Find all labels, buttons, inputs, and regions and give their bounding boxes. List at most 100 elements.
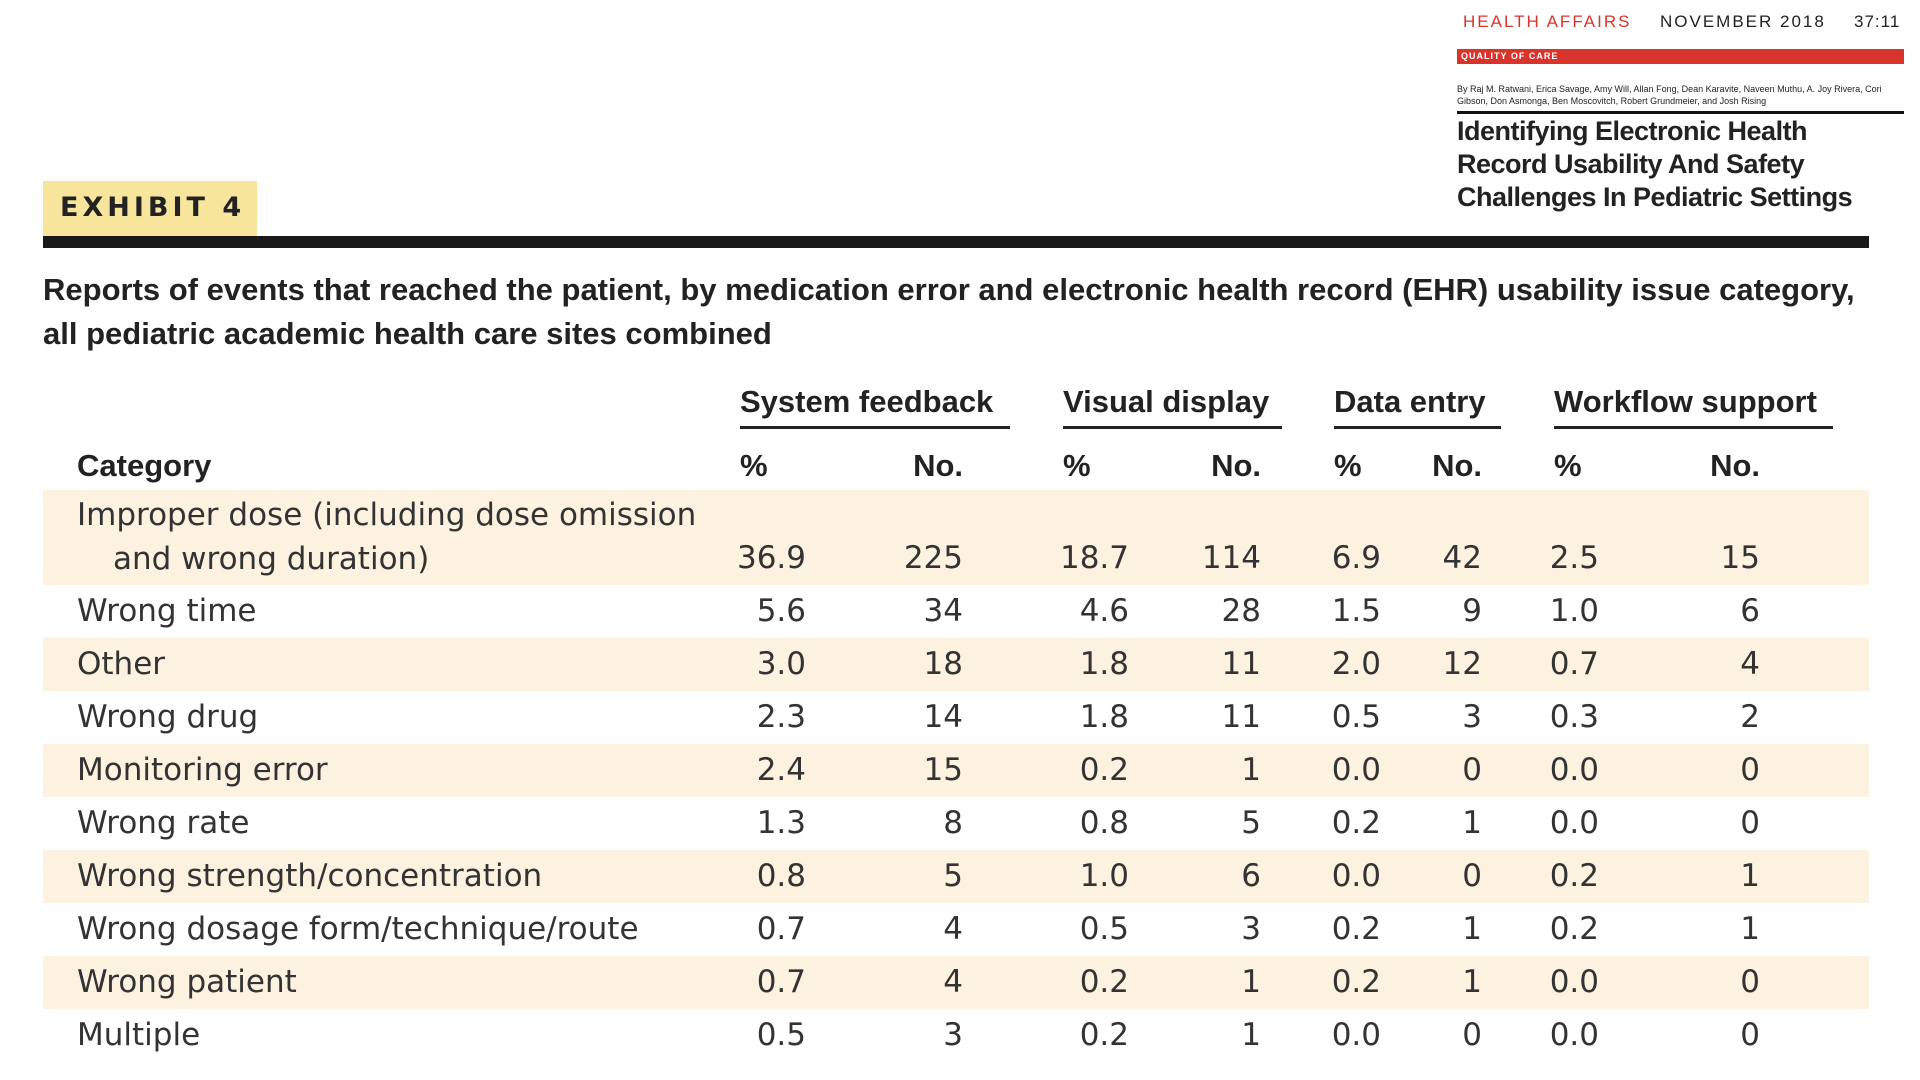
column-header: No. (1710, 448, 1760, 483)
value-cell: 2.0 (1331, 646, 1381, 682)
value-cell: 5 (1241, 805, 1261, 841)
value-cell: 1 (1462, 805, 1482, 841)
value-cell: 1.0 (1549, 593, 1599, 629)
value-cell: 1.5 (1331, 593, 1381, 629)
value-cell: 15 (923, 752, 963, 788)
column-header: % (740, 448, 768, 483)
value-cell: 0.7 (756, 911, 806, 947)
value-cell: 11 (1221, 699, 1261, 735)
value-cell: 0.0 (1549, 964, 1599, 1000)
value-cell: 0.5 (1079, 911, 1129, 947)
value-cell: 0.2 (1549, 911, 1599, 947)
category-cell: Wrong drug (77, 699, 259, 735)
value-cell: 0.8 (1079, 805, 1129, 841)
category-cell: Multiple (77, 1017, 201, 1053)
value-cell: 0.0 (1331, 1017, 1381, 1053)
value-cell: 18.7 (1059, 540, 1129, 576)
value-cell: 1 (1462, 911, 1482, 947)
exhibit-box (43, 181, 257, 236)
value-cell: 0.2 (1331, 911, 1381, 947)
category-cell: Other (77, 646, 166, 682)
value-cell: 9 (1462, 593, 1482, 629)
value-cell: 4.6 (1079, 593, 1129, 629)
value-cell: 1 (1241, 964, 1261, 1000)
table-row: Wrong drug 2.3 14 1.8 11 0.5 3 0.3 2 (43, 691, 1869, 744)
value-cell: 2.5 (1549, 540, 1599, 576)
value-cell: 1 (1462, 964, 1482, 1000)
category-cell: Wrong rate (77, 805, 250, 841)
value-cell: 6 (1241, 858, 1261, 894)
exhibit-label: EXHIBIT 4 (60, 192, 246, 223)
value-cell: 1.0 (1079, 858, 1129, 894)
value-cell: 1.8 (1079, 699, 1129, 735)
value-cell: 6.9 (1331, 540, 1381, 576)
value-cell: 0.0 (1331, 752, 1381, 788)
value-cell: 0.0 (1331, 858, 1381, 894)
group-header: Workflow support (1554, 384, 1833, 429)
value-cell: 1 (1241, 752, 1261, 788)
category-cell: Wrong dosage form/technique/route (77, 911, 639, 947)
value-cell: 11 (1221, 646, 1261, 682)
value-cell: 28 (1221, 593, 1261, 629)
column-header: No. (913, 448, 963, 483)
value-cell: 4 (1740, 646, 1760, 682)
value-cell: 6 (1740, 593, 1760, 629)
value-cell: 0.8 (756, 858, 806, 894)
value-cell: 2 (1740, 699, 1760, 735)
group-header: Visual display (1063, 384, 1282, 429)
value-cell: 5 (943, 858, 963, 894)
rule (43, 236, 1869, 248)
value-cell: 3.0 (756, 646, 806, 682)
value-cell: 0 (1462, 752, 1482, 788)
value-cell: 18 (923, 646, 963, 682)
value-cell: 0.0 (1549, 752, 1599, 788)
journal-name: HEALTH AFFAIRS (1463, 12, 1632, 31)
column-header: % (1554, 448, 1582, 483)
issue-date: NOVEMBER 2018 (1660, 12, 1826, 31)
table-row: Wrong patient 0.7 4 0.2 1 0.2 1 0.0 0 (43, 956, 1869, 1009)
value-cell: 0 (1462, 1017, 1482, 1053)
value-cell: 3 (1241, 911, 1261, 947)
group-header: Data entry (1334, 384, 1501, 429)
value-cell: 0 (1462, 858, 1482, 894)
value-cell: 0.3 (1549, 699, 1599, 735)
value-cell: 0 (1740, 752, 1760, 788)
section-label: QUALITY OF CARE (1461, 51, 1559, 61)
table-row: Wrong rate 1.3 8 0.8 5 0.2 1 0.0 0 (43, 797, 1869, 850)
table-row: Monitoring error 2.4 15 0.2 1 0.0 0 0.0 0 (43, 744, 1869, 797)
column-header: % (1063, 448, 1091, 483)
value-cell: 4 (943, 911, 963, 947)
table-row: Wrong time 5.6 34 4.6 28 1.5 9 1.0 6 (43, 585, 1869, 638)
column-header: No. (1211, 448, 1261, 483)
column-header: Category (77, 448, 212, 483)
value-cell: 42 (1442, 540, 1482, 576)
value-cell: 3 (943, 1017, 963, 1053)
value-cell: 8 (943, 805, 963, 841)
value-cell: 1 (1241, 1017, 1261, 1053)
value-cell: 0.7 (1549, 646, 1599, 682)
value-cell: 0 (1740, 964, 1760, 1000)
divider (1457, 111, 1904, 114)
value-cell: 1 (1740, 911, 1760, 947)
value-cell: 114 (1201, 540, 1261, 576)
value-cell: 0.2 (1079, 964, 1129, 1000)
category-cell: Monitoring error (77, 752, 328, 788)
table-row: Multiple 0.5 3 0.2 1 0.0 0 0.0 0 (43, 1009, 1869, 1062)
value-cell: 0.7 (756, 964, 806, 1000)
value-cell: 0.2 (1549, 858, 1599, 894)
category-cell: Wrong patient (77, 964, 297, 1000)
value-cell: 0 (1740, 1017, 1760, 1053)
table-row: Improper dose (including dose omission a… (43, 490, 1869, 585)
value-cell: 2.3 (756, 699, 806, 735)
article-title: Identifying Electronic Health Record Usa… (1457, 116, 1853, 212)
table-row: Wrong dosage form/technique/route 0.7 4 0.5… (43, 903, 1869, 956)
value-cell: 1.3 (756, 805, 806, 841)
value-cell: 36.9 (736, 540, 806, 576)
value-cell: 5.6 (756, 593, 806, 629)
value-cell: 0.5 (756, 1017, 806, 1053)
value-cell: 3 (1462, 699, 1482, 735)
value-cell: 0.2 (1331, 805, 1381, 841)
table-row: Other 3.0 18 1.8 11 2.0 12 0.7 4 (43, 638, 1869, 691)
value-cell: 4 (943, 964, 963, 1000)
page-number: 37:11 (1854, 12, 1901, 31)
